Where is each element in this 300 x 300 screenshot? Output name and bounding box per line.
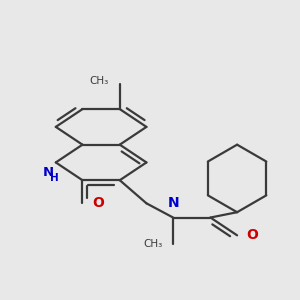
- Text: H: H: [50, 173, 58, 183]
- Text: N: N: [167, 196, 179, 210]
- Text: O: O: [92, 196, 104, 210]
- Text: CH₃: CH₃: [143, 239, 162, 249]
- Text: O: O: [246, 228, 258, 242]
- Text: CH₃: CH₃: [90, 76, 109, 86]
- Text: N: N: [42, 166, 53, 179]
